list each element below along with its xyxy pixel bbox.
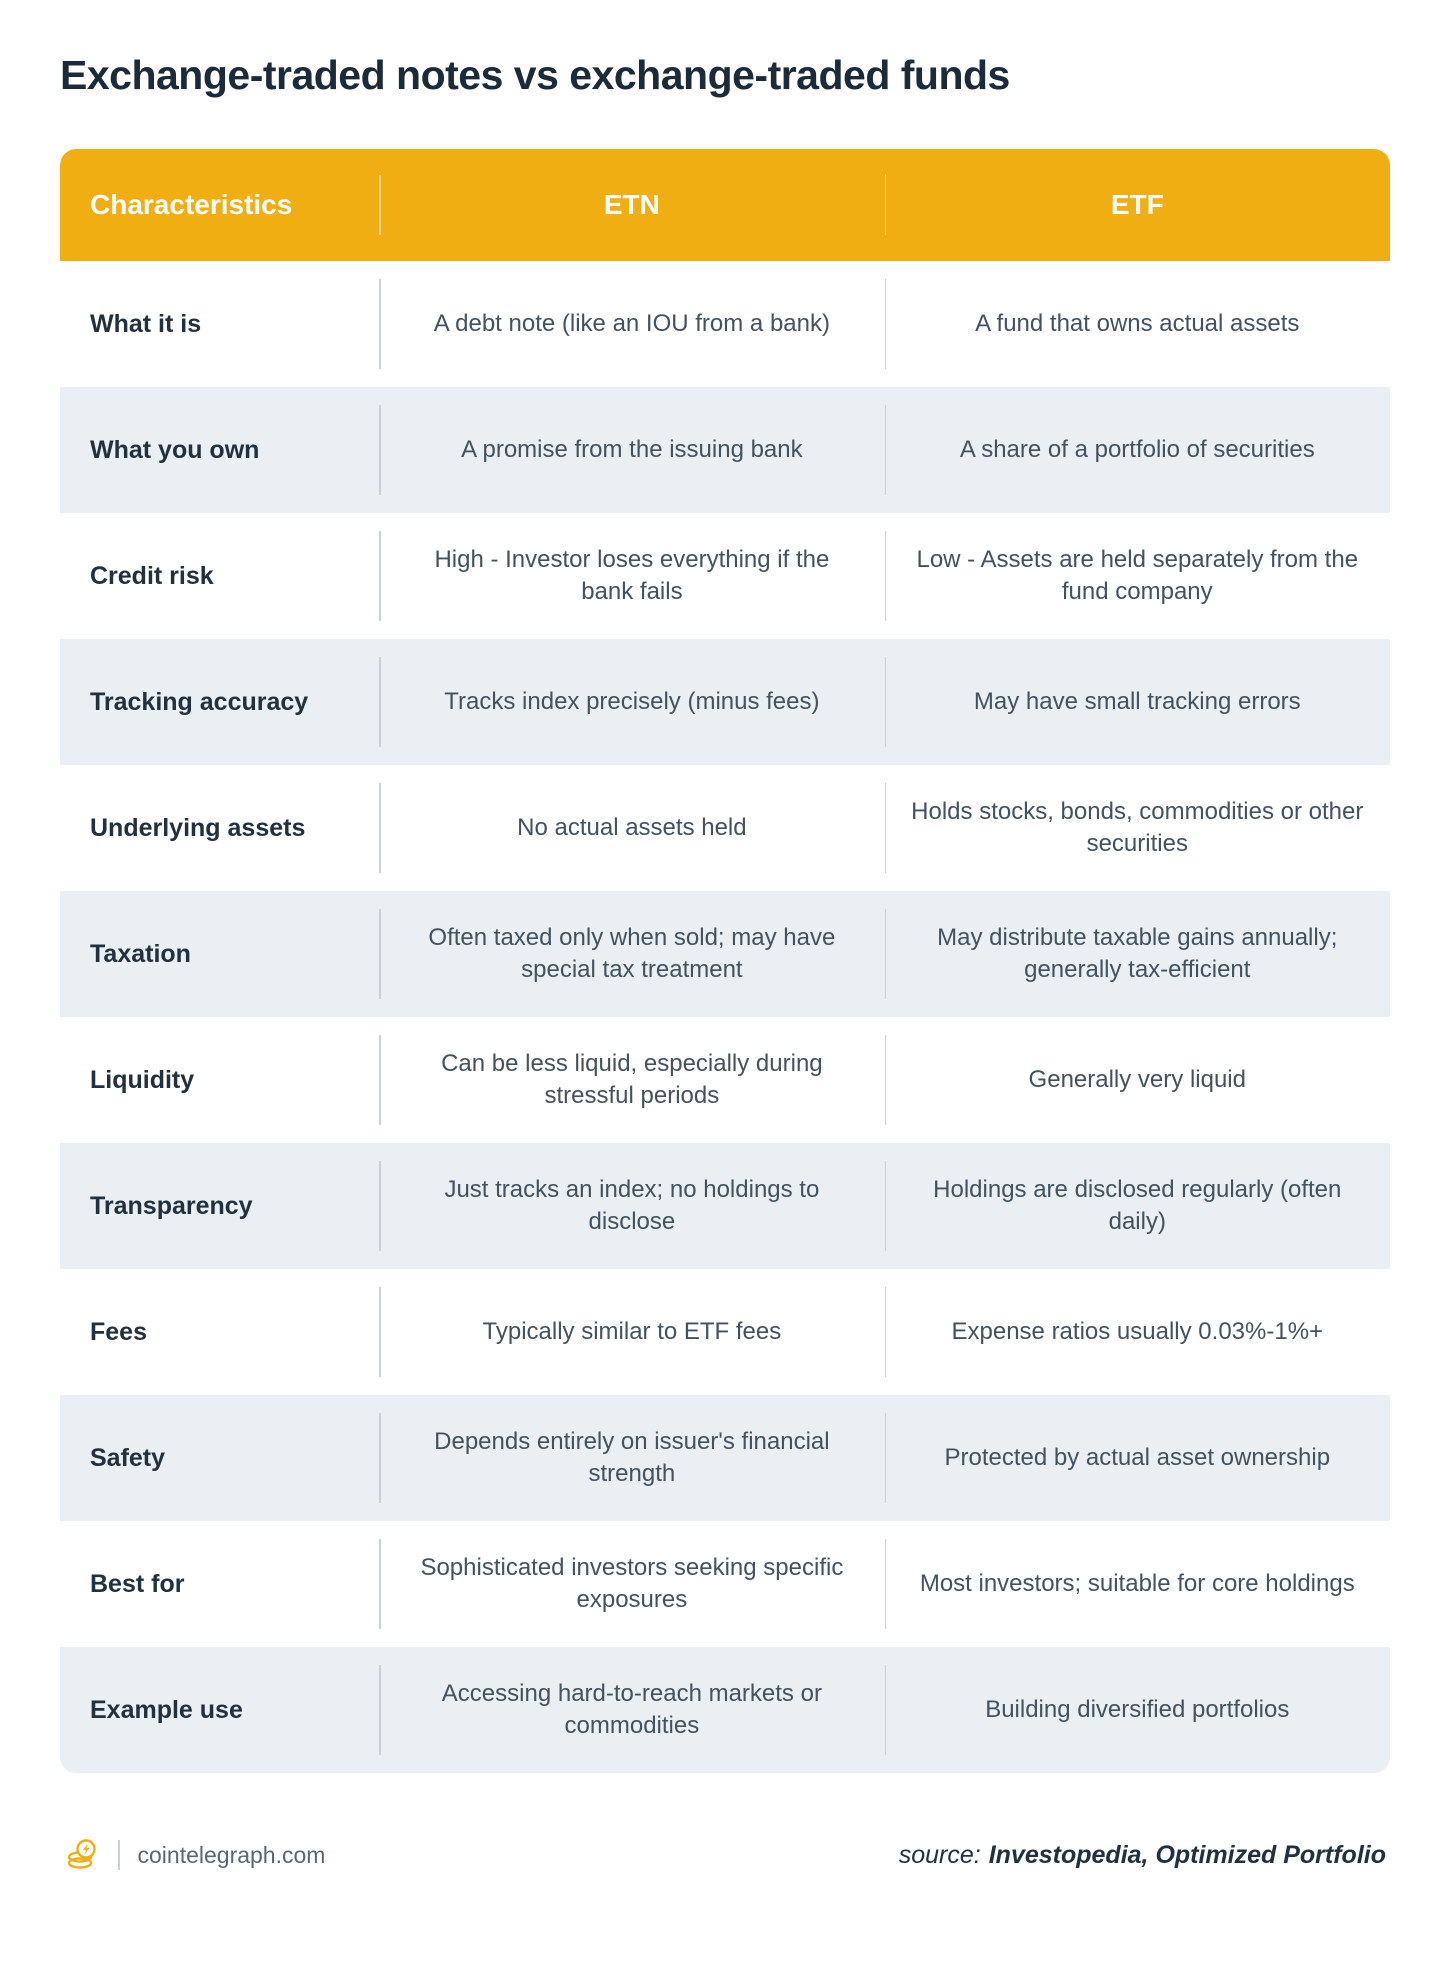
header-etf: ETF	[884, 149, 1390, 261]
etf-text: Low - Assets are held separately from th…	[916, 546, 1359, 605]
etf-cell: Holds stocks, bonds, commodities or othe…	[884, 765, 1390, 891]
etn-text: A debt note (like an IOU from a bank)	[433, 310, 830, 338]
footer-site-text: cointelegraph.com	[137, 1841, 326, 1868]
row-label: What you own	[90, 435, 260, 464]
table-row: Tracking accuracy Tracks index precisely…	[60, 639, 1390, 765]
etf-text: May distribute taxable gains annually; g…	[937, 924, 1338, 983]
etf-cell: A share of a portfolio of securities	[884, 387, 1390, 513]
etn-text: High - Investor loses everything if the …	[434, 546, 830, 605]
etn-cell: Depends entirely on issuer's financial s…	[379, 1395, 884, 1521]
etf-text: Most investors; suitable for core holdin…	[919, 1570, 1355, 1598]
etf-text: Holds stocks, bonds, commodities or othe…	[911, 798, 1364, 857]
etf-cell: May distribute taxable gains annually; g…	[884, 891, 1390, 1017]
etf-cell: Expense ratios usually 0.03%-1%+	[884, 1269, 1390, 1395]
header-characteristics: Characteristics	[90, 188, 293, 220]
etf-cell: Protected by actual asset ownership	[884, 1395, 1390, 1521]
etn-text: Typically similar to ETF fees	[482, 1318, 782, 1346]
etf-cell: Building diversified portfolios	[884, 1647, 1390, 1773]
table-row: Fees Typically similar to ETF fees Expen…	[60, 1269, 1390, 1395]
etf-cell: Most investors; suitable for core holdin…	[884, 1521, 1390, 1647]
etn-text: Often taxed only when sold; may have spe…	[428, 924, 836, 983]
etn-cell: Often taxed only when sold; may have spe…	[379, 891, 884, 1017]
comparison-table: Characteristics ETN ETF What it is A deb…	[60, 149, 1390, 1773]
footer-branding: cointelegraph.com	[64, 1837, 325, 1873]
row-label: Tracking accuracy	[90, 687, 309, 716]
table-row: Best for Sophisticated investors seeking…	[60, 1521, 1390, 1647]
source-value: Investopedia, Optimized Portfolio	[988, 1840, 1386, 1869]
table-row: Example use Accessing hard-to-reach mark…	[60, 1647, 1390, 1773]
etn-text: Sophisticated investors seeking specific…	[420, 1554, 844, 1613]
table-row: Safety Depends entirely on issuer's fina…	[60, 1395, 1390, 1521]
etf-text: Generally very liquid	[1028, 1066, 1246, 1094]
footer-source: source: Investopedia, Optimized Portfolio	[899, 1841, 1386, 1870]
row-label: Credit risk	[90, 561, 214, 590]
etf-text: A fund that owns actual assets	[975, 310, 1300, 338]
etn-text: Tracks index precisely (minus fees)	[444, 688, 820, 716]
table-row: What it is A debt note (like an IOU from…	[60, 261, 1390, 387]
table-header-row: Characteristics ETN ETF	[60, 149, 1390, 261]
cointelegraph-logo-icon	[64, 1837, 100, 1873]
row-label: What it is	[90, 309, 202, 338]
etf-text: A share of a portfolio of securities	[959, 436, 1315, 464]
etn-text: Can be less liquid, especially during st…	[441, 1050, 823, 1109]
etn-cell: High - Investor loses everything if the …	[379, 513, 884, 639]
table-row: Transparency Just tracks an index; no ho…	[60, 1143, 1390, 1269]
table-row: Taxation Often taxed only when sold; may…	[60, 891, 1390, 1017]
etf-text: May have small tracking errors	[973, 688, 1301, 716]
etn-cell: Just tracks an index; no holdings to dis…	[379, 1143, 884, 1269]
etn-text: Just tracks an index; no holdings to dis…	[444, 1176, 820, 1235]
etn-cell: A debt note (like an IOU from a bank)	[379, 261, 884, 387]
etn-cell: A promise from the issuing bank	[379, 387, 884, 513]
source-label: source:	[898, 1840, 981, 1869]
table-row: Underlying assets No actual assets held …	[60, 765, 1390, 891]
etn-text: No actual assets held	[517, 814, 747, 842]
etf-cell: Low - Assets are held separately from th…	[884, 513, 1390, 639]
etf-cell: May have small tracking errors	[884, 639, 1390, 765]
etn-cell: Accessing hard-to-reach markets or commo…	[379, 1647, 884, 1773]
etf-cell: Holdings are disclosed regularly (often …	[884, 1143, 1390, 1269]
etn-text: Depends entirely on issuer's financial s…	[434, 1428, 830, 1487]
row-label: Transparency	[90, 1191, 253, 1220]
etn-cell: No actual assets held	[379, 765, 884, 891]
etf-text: Protected by actual asset ownership	[944, 1444, 1331, 1472]
etf-cell: A fund that owns actual assets	[884, 261, 1390, 387]
row-label: Taxation	[90, 939, 191, 968]
table-row: Credit risk High - Investor loses everyt…	[60, 513, 1390, 639]
row-label: Liquidity	[90, 1065, 195, 1094]
row-label: Best for	[90, 1569, 185, 1598]
etn-cell: Tracks index precisely (minus fees)	[379, 639, 884, 765]
page-title: Exchange-traded notes vs exchange-traded…	[60, 52, 1010, 98]
table-row: Liquidity Can be less liquid, especially…	[60, 1017, 1390, 1143]
etn-text: Accessing hard-to-reach markets or commo…	[441, 1680, 822, 1739]
row-label: Safety	[90, 1443, 166, 1472]
header-etn: ETN	[379, 149, 884, 261]
etn-cell: Typically similar to ETF fees	[379, 1269, 884, 1395]
table-row: What you own A promise from the issuing …	[60, 387, 1390, 513]
footer-divider	[118, 1840, 120, 1870]
etn-cell: Can be less liquid, especially during st…	[379, 1017, 884, 1143]
etf-text: Building diversified portfolios	[985, 1696, 1290, 1724]
etn-text: A promise from the issuing bank	[461, 436, 803, 464]
footer: cointelegraph.com source: Investopedia, O…	[60, 1837, 1390, 1873]
etf-text: Holdings are disclosed regularly (often …	[933, 1176, 1342, 1235]
row-label: Example use	[90, 1695, 243, 1724]
etf-cell: Generally very liquid	[884, 1017, 1390, 1143]
row-label: Fees	[90, 1317, 147, 1346]
row-label: Underlying assets	[90, 813, 306, 842]
etf-text: Expense ratios usually 0.03%-1%+	[951, 1318, 1324, 1346]
etn-cell: Sophisticated investors seeking specific…	[379, 1521, 884, 1647]
